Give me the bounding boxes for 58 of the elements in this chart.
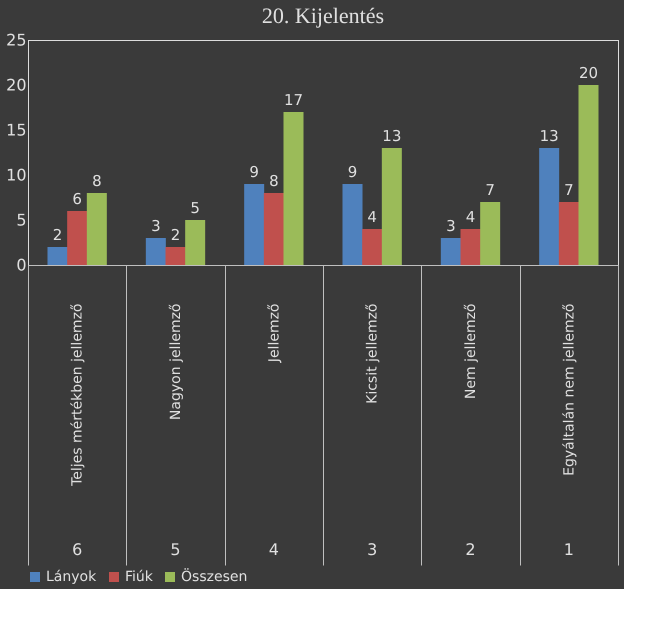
chart-title: 20. Kijelentés: [262, 3, 384, 28]
data-label: 3: [446, 217, 456, 235]
data-label: 8: [269, 172, 279, 190]
x-tick-label: Teljes mértékben jellemző: [70, 304, 86, 487]
bar: [185, 220, 206, 265]
x-tick-label: Egyáltalán nem jellemző: [561, 304, 578, 476]
bar: [539, 148, 560, 265]
bar: [382, 148, 402, 265]
data-label: 9: [249, 163, 259, 181]
text: 2: [465, 540, 476, 559]
bar: [558, 202, 579, 265]
data-label: 5: [190, 199, 200, 217]
y-tick-label: 0: [16, 256, 26, 274]
x-tick-label: Jellemző: [266, 304, 282, 364]
data-label: 7: [564, 181, 574, 199]
text: 5: [170, 540, 181, 559]
data-label: 7: [485, 181, 495, 199]
data-label: 4: [367, 208, 377, 226]
data-label: 8: [92, 172, 102, 190]
bar: [480, 202, 500, 265]
legend-label: Fiúk: [125, 569, 154, 585]
y-tick-label: 5: [16, 210, 26, 230]
y-tick-label: 10: [6, 166, 26, 184]
x-tick-label: Nem jellemző: [463, 304, 479, 400]
data-label: 13: [382, 127, 402, 145]
bar: [440, 238, 461, 265]
data-label: 2: [170, 226, 180, 244]
data-label: 4: [466, 208, 476, 226]
bar: [342, 184, 362, 265]
bar: [67, 211, 88, 265]
bar: [578, 85, 598, 265]
text: 1: [564, 540, 574, 559]
bar: [362, 229, 382, 265]
bar: [244, 184, 264, 265]
y-tick-label: 25: [6, 30, 26, 50]
bar: [146, 238, 166, 265]
bar: [460, 229, 480, 265]
y-tick-label: 20: [6, 76, 26, 94]
x-tick-label: Nagyon jellemző: [168, 304, 184, 420]
data-label: 17: [284, 91, 304, 109]
data-label: 9: [348, 163, 358, 181]
text: 6: [72, 540, 82, 559]
bar: [48, 247, 68, 265]
legend-label: Összesen: [181, 568, 248, 585]
data-label: 13: [540, 127, 559, 145]
bar: [166, 247, 186, 265]
data-label: 2: [52, 226, 62, 244]
data-label: 20: [578, 64, 598, 82]
bar: [284, 112, 304, 265]
text: 3: [367, 540, 378, 559]
x-tick-label: Kicsit jellemző: [364, 304, 381, 404]
text: 4: [268, 540, 279, 559]
data-label: 3: [151, 217, 161, 235]
data-label: 6: [72, 190, 82, 208]
legend-label: Lányok: [46, 569, 98, 585]
bar: [264, 193, 284, 265]
y-tick-label: 15: [6, 120, 26, 140]
bar: [86, 193, 107, 265]
